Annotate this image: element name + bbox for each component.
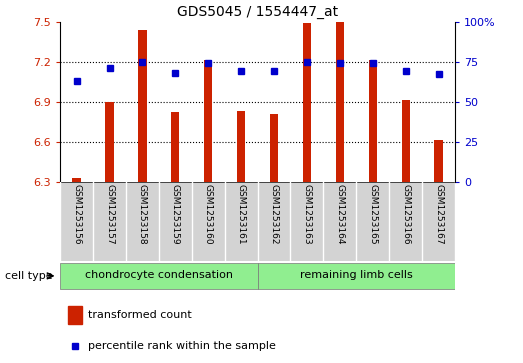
Text: cell type: cell type bbox=[5, 271, 53, 281]
Bar bbox=[73, 178, 81, 182]
Text: GSM1253165: GSM1253165 bbox=[368, 184, 377, 245]
Text: GSM1253161: GSM1253161 bbox=[236, 184, 246, 245]
Text: percentile rank within the sample: percentile rank within the sample bbox=[88, 341, 276, 351]
Text: GSM1253159: GSM1253159 bbox=[171, 184, 180, 245]
Bar bbox=[369, 60, 377, 182]
Text: GSM1253164: GSM1253164 bbox=[335, 184, 344, 244]
Bar bbox=[237, 111, 245, 182]
Text: GSM1253160: GSM1253160 bbox=[204, 184, 213, 245]
Text: GSM1253158: GSM1253158 bbox=[138, 184, 147, 245]
Bar bbox=[270, 114, 278, 182]
Bar bbox=[303, 23, 311, 182]
Text: GSM1253162: GSM1253162 bbox=[269, 184, 279, 244]
Bar bbox=[435, 140, 442, 182]
Text: GSM1253163: GSM1253163 bbox=[302, 184, 311, 245]
Text: chondrocyte condensation: chondrocyte condensation bbox=[85, 270, 233, 280]
Bar bbox=[171, 112, 179, 182]
Title: GDS5045 / 1554447_at: GDS5045 / 1554447_at bbox=[177, 5, 338, 19]
Bar bbox=[106, 102, 113, 182]
Text: remaining limb cells: remaining limb cells bbox=[300, 270, 413, 280]
Text: GSM1253156: GSM1253156 bbox=[72, 184, 81, 245]
Bar bbox=[68, 306, 82, 323]
Text: GSM1253167: GSM1253167 bbox=[434, 184, 443, 245]
Text: GSM1253157: GSM1253157 bbox=[105, 184, 114, 245]
Bar bbox=[257, 263, 455, 289]
Bar bbox=[60, 263, 257, 289]
Bar bbox=[204, 60, 212, 182]
Text: GSM1253166: GSM1253166 bbox=[401, 184, 410, 245]
Text: transformed count: transformed count bbox=[88, 310, 191, 320]
Bar bbox=[336, 22, 344, 182]
Bar bbox=[402, 100, 410, 182]
Bar bbox=[138, 30, 146, 181]
